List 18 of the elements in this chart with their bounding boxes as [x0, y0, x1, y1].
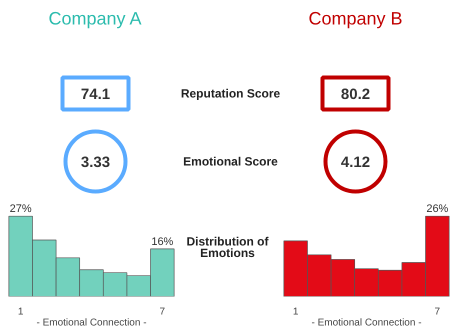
- x-tick-label: 7: [434, 306, 441, 318]
- text: Emotional Score: [183, 154, 278, 168]
- x-tick-label: 1: [292, 306, 299, 318]
- x-tick-label: 1: [18, 306, 24, 318]
- data-label: 27%: [10, 203, 32, 216]
- text: Distribution of Emotions: [186, 234, 270, 260]
- x-axis-title: - Emotional Connection -: [36, 318, 147, 328]
- x-axis-title: - Emotional Connection -: [311, 318, 422, 328]
- data-label: 80.2: [340, 86, 370, 103]
- category-label: Company B: [308, 8, 403, 28]
- data-label: 26%: [426, 203, 449, 216]
- category-label: Company A: [48, 8, 142, 28]
- text: Reputation Score: [180, 86, 280, 100]
- data-label: 3.33: [80, 154, 110, 171]
- data-label: 74.1: [80, 86, 110, 103]
- data-label: 16%: [151, 236, 174, 248]
- x-tick-label: 7: [160, 306, 166, 318]
- data-label: 4.12: [340, 154, 370, 171]
